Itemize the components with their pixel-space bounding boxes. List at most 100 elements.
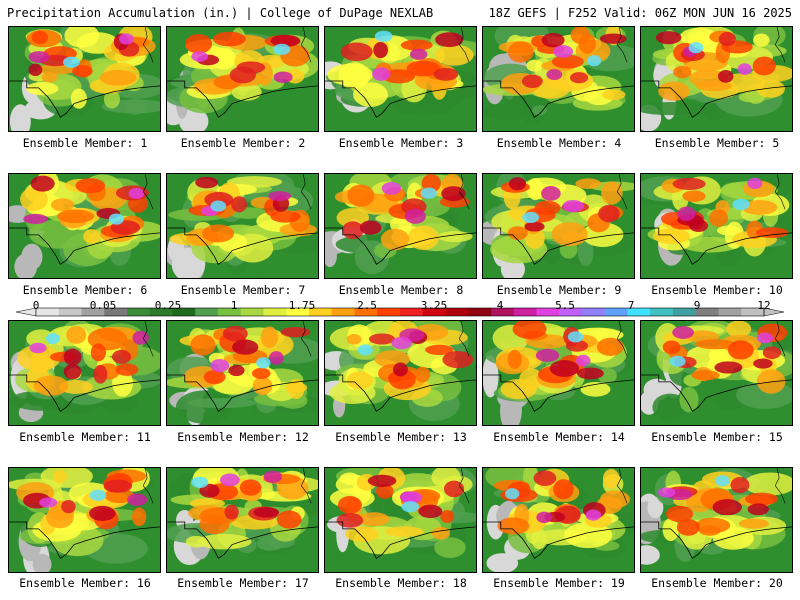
colorbar-swatch <box>172 308 196 316</box>
colorbar-tick-label: 7 <box>627 299 635 312</box>
precip-map-8 <box>325 174 476 278</box>
ensemble-panel-11 <box>8 320 161 426</box>
ensemble-member-label: Ensemble Member: 16 <box>19 576 151 590</box>
precip-map-20 <box>641 468 792 572</box>
ensemble-member-label: Ensemble Member: 6 <box>22 283 148 297</box>
colorbar-swatch <box>240 308 264 316</box>
precip-map-9 <box>483 174 634 278</box>
ensemble-panel-20 <box>640 467 793 573</box>
colorbar-swatch <box>741 308 765 316</box>
ensemble-panel-12 <box>166 320 319 426</box>
colorbar-swatch <box>354 308 378 316</box>
ensemble-member-label: Ensemble Member: 13 <box>335 430 467 444</box>
colorbar-tick-label: 3.25 <box>420 299 448 312</box>
colorbar-swatch <box>559 308 583 316</box>
precip-map-17 <box>167 468 318 572</box>
colorbar-swatch <box>377 308 401 316</box>
colorbar-swatch <box>468 308 492 316</box>
ensemble-member-label: Ensemble Member: 11 <box>19 430 151 444</box>
colorbar-swatch <box>650 308 674 316</box>
precip-map-12 <box>167 321 318 425</box>
colorbar-swatch <box>513 308 537 316</box>
colorbar-tick-label: 2.5 <box>357 299 377 312</box>
colorbar-swatch <box>127 308 151 316</box>
ensemble-panel-6 <box>8 173 161 279</box>
precip-map-11 <box>9 321 160 425</box>
precip-map-16 <box>9 468 160 572</box>
precip-map-2 <box>167 27 318 131</box>
ensemble-panel-14 <box>482 320 635 426</box>
ensemble-panel-15 <box>640 320 793 426</box>
precip-map-18 <box>325 468 476 572</box>
ensemble-panel-17 <box>166 467 319 573</box>
colorbar-swatch <box>445 308 469 316</box>
precip-map-4 <box>483 27 634 131</box>
colorbar-swatch <box>195 308 219 316</box>
colorbar-swatch <box>36 308 60 316</box>
ensemble-member-label: Ensemble Member: 15 <box>651 430 783 444</box>
colorbar-swatch <box>536 308 560 316</box>
colorbar-swatch <box>627 308 651 316</box>
precip-map-6 <box>9 174 160 278</box>
colorbar-swatch <box>718 308 742 316</box>
ensemble-panel-9 <box>482 173 635 279</box>
ensemble-panel-8 <box>324 173 477 279</box>
colorbar-tick-label: 1 <box>230 299 238 312</box>
colorbar-swatch <box>286 308 310 316</box>
ensemble-member-label: Ensemble Member: 9 <box>496 283 622 297</box>
colorbar-swatch <box>104 308 128 316</box>
colorbar <box>16 307 784 317</box>
colorbar-swatch <box>263 308 287 316</box>
ensemble-panel-3 <box>324 26 477 132</box>
colorbar-swatch <box>309 308 333 316</box>
ensemble-member-label: Ensemble Member: 17 <box>177 576 309 590</box>
colorbar-tick-label: 5.5 <box>555 299 575 312</box>
ensemble-panel-10 <box>640 173 793 279</box>
colorbar-tick-label: 0.25 <box>154 299 182 312</box>
precip-map-13 <box>325 321 476 425</box>
colorbar-tick-label: 4 <box>496 299 504 312</box>
colorbar-swatch <box>491 308 515 316</box>
ensemble-member-label: Ensemble Member: 10 <box>651 283 783 297</box>
ensemble-member-label: Ensemble Member: 5 <box>654 136 780 150</box>
ensemble-panel-2 <box>166 26 319 132</box>
colorbar-tick-label: 9 <box>693 299 701 312</box>
ensemble-panel-5 <box>640 26 793 132</box>
colorbar-swatch <box>604 308 628 316</box>
precip-map-15 <box>641 321 792 425</box>
colorbar-swatch <box>400 308 424 316</box>
colorbar-tick-label: 0 <box>32 299 40 312</box>
colorbar-tick-label: 12 <box>757 299 771 312</box>
ensemble-member-label: Ensemble Member: 20 <box>651 576 783 590</box>
ensemble-panel-16 <box>8 467 161 573</box>
ensemble-member-label: Ensemble Member: 19 <box>493 576 625 590</box>
ensemble-member-label: Ensemble Member: 1 <box>22 136 148 150</box>
ensemble-member-label: Ensemble Member: 18 <box>335 576 467 590</box>
ensemble-panel-13 <box>324 320 477 426</box>
colorbar-swatch <box>422 308 446 316</box>
ensemble-member-label: Ensemble Member: 8 <box>338 283 464 297</box>
ensemble-panel-1 <box>8 26 161 132</box>
precip-map-5 <box>641 27 792 131</box>
ensemble-panel-19 <box>482 467 635 573</box>
ensemble-member-label: Ensemble Member: 12 <box>177 430 309 444</box>
colorbar-swatch <box>695 308 719 316</box>
colorbar-tick-label: 0.05 <box>89 299 117 312</box>
precip-map-14 <box>483 321 634 425</box>
ensemble-panel-4 <box>482 26 635 132</box>
colorbar-tick-label: 1.75 <box>288 299 316 312</box>
colorbar-swatch <box>58 308 82 316</box>
header-title: Precipitation Accumulation (in.) | Colle… <box>7 6 434 20</box>
ensemble-member-label: Ensemble Member: 2 <box>180 136 306 150</box>
colorbar-swatch <box>149 308 173 316</box>
colorbar-swatch <box>331 308 355 316</box>
precip-map-3 <box>325 27 476 131</box>
ensemble-member-label: Ensemble Member: 4 <box>496 136 622 150</box>
precip-map-7 <box>167 174 318 278</box>
header-valid-time: 18Z GEFS | F252 Valid: 06Z MON JUN 16 20… <box>488 6 792 20</box>
colorbar-swatch <box>218 308 242 316</box>
ensemble-member-label: Ensemble Member: 7 <box>180 283 306 297</box>
ensemble-member-label: Ensemble Member: 14 <box>493 430 625 444</box>
ensemble-member-label: Ensemble Member: 3 <box>338 136 464 150</box>
ensemble-panel-7 <box>166 173 319 279</box>
